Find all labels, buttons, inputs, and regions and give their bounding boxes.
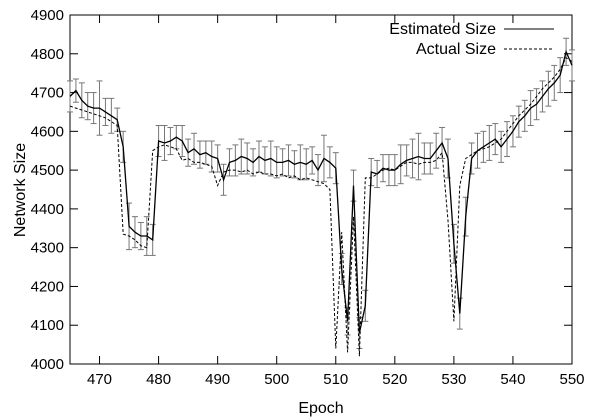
y-tick-label: 4700 xyxy=(31,85,64,102)
series-line-1 xyxy=(69,56,573,357)
x-tick-label: 500 xyxy=(264,371,289,388)
series-line-0 xyxy=(69,49,573,334)
y-tick-label: 4800 xyxy=(31,46,64,63)
x-tick-label: 530 xyxy=(441,371,466,388)
series-0 xyxy=(67,37,575,349)
plot-frame xyxy=(69,14,573,365)
legend-label-estimated: Estimated Size xyxy=(389,21,496,38)
x-tick-label: 490 xyxy=(205,371,230,388)
series-layer xyxy=(67,37,575,357)
y-axis-title: Network Size xyxy=(12,143,29,237)
x-tick-label: 480 xyxy=(146,371,171,388)
x-tick-label: 540 xyxy=(500,371,525,388)
x-tick-label: 520 xyxy=(382,371,407,388)
y-tick-label: 4000 xyxy=(31,356,64,373)
y-tick-label: 4300 xyxy=(31,240,64,257)
x-tick-label: 470 xyxy=(87,371,112,388)
x-axis-title: Epoch xyxy=(298,400,343,417)
y-tick-label: 4100 xyxy=(31,317,64,334)
y-tick-label: 4400 xyxy=(31,201,64,218)
y-tick-label: 4500 xyxy=(31,162,64,179)
x-tick-label: 550 xyxy=(559,371,584,388)
series-1 xyxy=(69,56,573,357)
legend-label-actual: Actual Size xyxy=(416,41,496,58)
y-tick-label: 4200 xyxy=(31,278,64,295)
y-tick-label: 4600 xyxy=(31,123,64,140)
x-tick-label: 510 xyxy=(323,371,348,388)
ticks: 470 480 490 500 510 520 530 540 550 4000 4100 4200 4… xyxy=(31,7,585,388)
legend: Estimated Size Actual Size xyxy=(389,21,554,58)
y-tick-label: 4900 xyxy=(31,7,64,24)
